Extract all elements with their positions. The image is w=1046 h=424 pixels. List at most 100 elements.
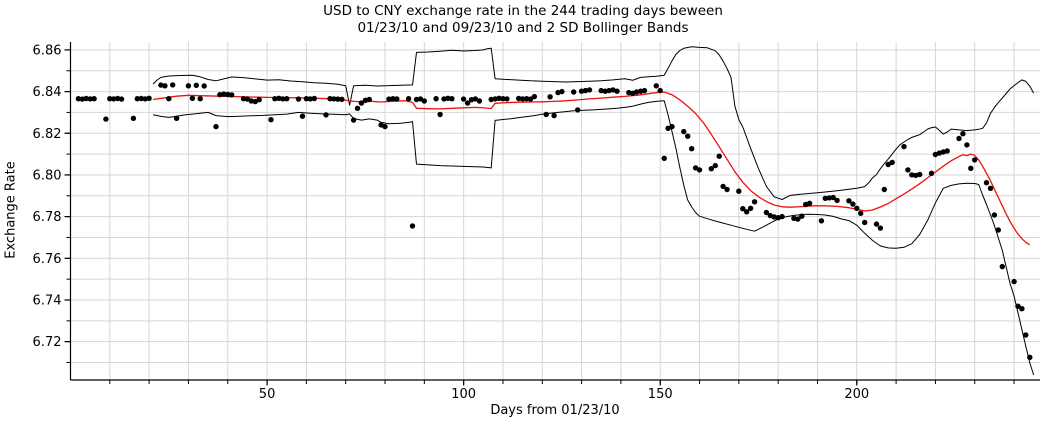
data-point — [956, 135, 962, 142]
data-point — [327, 96, 333, 102]
data-point — [799, 213, 805, 219]
data-point — [858, 210, 864, 216]
data-point — [350, 117, 357, 123]
data-point — [284, 96, 290, 102]
data-point — [905, 167, 911, 173]
data-point — [987, 185, 994, 191]
data-point — [201, 83, 207, 89]
data-point — [771, 214, 777, 220]
data-point — [806, 200, 813, 206]
data-point — [972, 157, 978, 163]
data-point — [527, 96, 534, 102]
data-point — [295, 96, 302, 102]
data-point — [303, 96, 310, 102]
data-point — [103, 116, 109, 122]
data-point — [307, 96, 313, 102]
moving-average-line — [153, 91, 1031, 246]
data-point — [724, 186, 730, 193]
data-point — [173, 115, 180, 122]
data-point — [995, 227, 1001, 233]
y-tick-label: 6.76 — [33, 252, 62, 267]
data-point — [559, 88, 565, 95]
data-point — [460, 96, 467, 102]
data-point — [354, 105, 361, 112]
data-point — [968, 165, 974, 171]
data-point — [862, 219, 868, 226]
data-point — [885, 161, 891, 168]
y-tick-label: 6.72 — [33, 335, 62, 350]
data-point — [720, 183, 726, 190]
data-point — [91, 96, 97, 102]
data-point — [197, 96, 203, 102]
data-point — [1027, 354, 1033, 360]
data-point — [983, 180, 990, 186]
data-point — [382, 123, 388, 130]
data-point — [146, 95, 152, 102]
data-point — [523, 96, 530, 102]
data-point — [405, 96, 412, 102]
data-point — [834, 197, 840, 204]
data-point — [358, 100, 365, 106]
chart-title-line1: USD to CNY exchange rate in the 244 trad… — [323, 3, 723, 19]
x-tick-label: 200 — [844, 387, 869, 402]
data-point — [134, 96, 140, 102]
y-tick-label: 6.74 — [33, 293, 62, 308]
y-tick-label: 6.82 — [33, 127, 62, 142]
data-point — [991, 212, 998, 218]
data-point — [917, 171, 923, 178]
data-point — [366, 96, 372, 103]
data-point — [1019, 306, 1025, 312]
data-point — [331, 96, 337, 102]
x-axis-label: Days from 01/23/10 — [490, 403, 620, 418]
y-tick-label: 6.86 — [33, 43, 62, 58]
data-point — [225, 91, 231, 98]
data-point — [543, 111, 549, 118]
data-point — [685, 133, 691, 139]
data-point — [75, 96, 82, 102]
data-point — [928, 170, 935, 176]
data-point — [763, 209, 770, 216]
data-point — [449, 96, 455, 102]
data-point — [744, 209, 750, 215]
data-point — [901, 143, 907, 150]
y-tick-label: 6.84 — [33, 85, 62, 100]
data-point — [740, 206, 746, 212]
data-point — [795, 216, 801, 222]
data-point — [158, 82, 164, 88]
data-point — [826, 195, 832, 201]
data-point — [964, 142, 970, 148]
lower-bollinger-band-line — [152, 100, 1035, 376]
data-point — [653, 83, 659, 89]
data-point — [551, 112, 557, 119]
data-point — [547, 94, 553, 100]
data-point — [889, 159, 895, 166]
data-point — [830, 194, 836, 201]
data-point — [960, 131, 966, 137]
data-point — [504, 96, 510, 102]
data-point — [240, 96, 247, 102]
data-point — [696, 167, 703, 173]
data-point — [999, 263, 1005, 270]
data-point — [531, 93, 538, 100]
data-point — [299, 113, 306, 119]
data-point — [661, 155, 667, 161]
x-tick-label: 100 — [451, 387, 476, 402]
data-point — [185, 83, 192, 89]
data-point — [944, 148, 950, 154]
data-point — [708, 166, 714, 172]
data-point — [421, 98, 427, 104]
data-point — [311, 95, 317, 102]
data-point — [256, 97, 262, 103]
data-point — [873, 221, 880, 227]
data-point — [248, 98, 254, 104]
data-point — [598, 87, 604, 94]
data-point — [272, 96, 278, 102]
data-point — [162, 83, 168, 89]
data-point — [221, 91, 227, 97]
data-point — [633, 89, 640, 95]
data-point — [575, 107, 581, 113]
data-point — [476, 98, 483, 104]
data-point — [472, 96, 479, 102]
data-point — [189, 95, 196, 102]
data-point — [516, 95, 522, 102]
